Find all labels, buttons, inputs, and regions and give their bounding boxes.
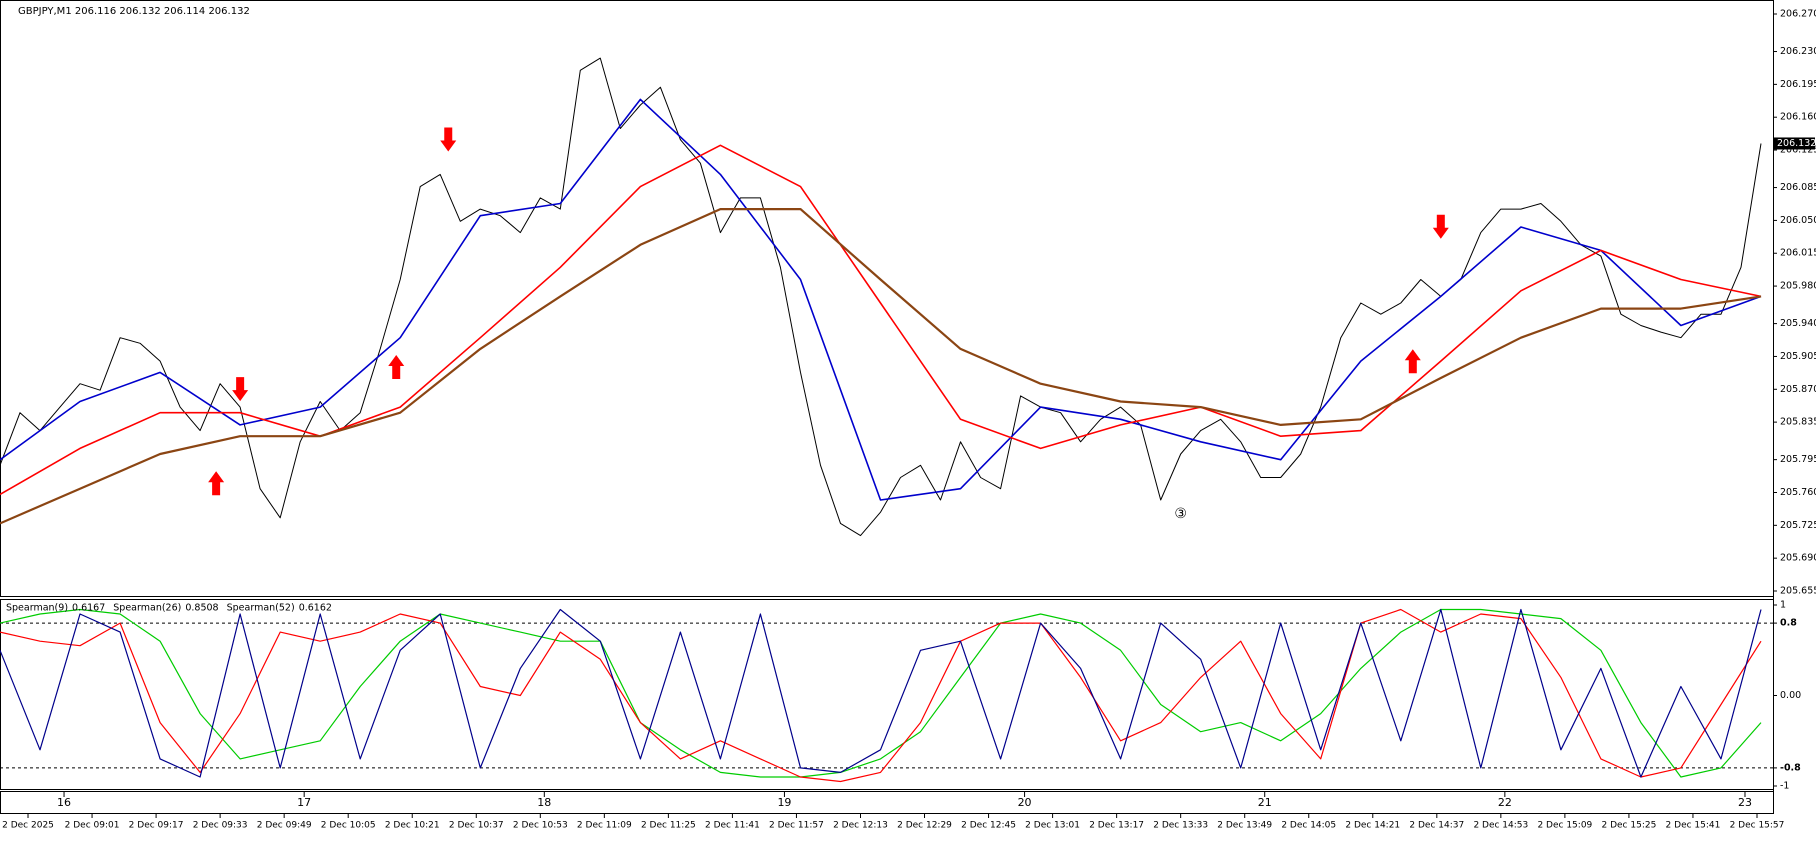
price-tick-label: 205.655 <box>1780 586 1816 597</box>
spearman-line <box>0 608 1762 778</box>
last-price-box <box>1774 137 1815 150</box>
price-tick-label: 206.230 <box>1780 46 1816 57</box>
price-tick-label: 205.725 <box>1780 520 1816 531</box>
day-tick-label: 16 <box>57 796 71 809</box>
time-tick-label: 2 Dec 10:05 <box>321 821 376 831</box>
price-tick-label: 206.125 <box>1780 145 1816 156</box>
time-tick-label: 2 Dec 11:57 <box>769 821 824 831</box>
time-tick-label: 2 Dec 09:17 <box>129 821 184 831</box>
time-tick-label: 2 Dec 15:41 <box>1666 821 1721 831</box>
time-tick-label: 2 Dec 15:57 <box>1730 821 1785 831</box>
oscillator-tick-label: -1 <box>1780 781 1789 792</box>
price-tick-label: 206.015 <box>1780 248 1816 259</box>
price-tick-label: 205.690 <box>1780 553 1816 564</box>
time-tick-label: 2 Dec 09:49 <box>257 821 312 831</box>
time-tick-label: 2 Dec 10:37 <box>449 821 504 831</box>
time-tick-label: 2 Dec 14:53 <box>1473 821 1528 831</box>
time-tick-label: 2 Dec 12:13 <box>833 821 888 831</box>
buy-arrow <box>1404 349 1421 374</box>
price-tick-label: 205.760 <box>1780 487 1816 498</box>
legend-value: 0.8508 <box>185 603 218 614</box>
time-tick-label: 2 Dec 12:45 <box>961 821 1016 831</box>
time-tick-label: 2 Dec 10:21 <box>385 821 440 831</box>
oscillator-tick-label: 0.8 <box>1780 618 1797 629</box>
time-tick-label: 2 Dec 10:53 <box>513 821 568 831</box>
legend-name: Spearman(26) <box>113 603 181 614</box>
moving-average <box>0 98 1762 501</box>
price-tick-label: 206.195 <box>1780 79 1816 90</box>
time-tick-label: 2 Dec 09:01 <box>65 821 120 831</box>
price-tick-label: 205.835 <box>1780 417 1816 428</box>
legend-value: 0.6167 <box>72 603 105 614</box>
legend-value: 0.6162 <box>299 603 332 614</box>
legend-name: Spearman(52) <box>227 603 295 614</box>
day-tick-label: 18 <box>537 796 551 809</box>
oscillator-tick-label: 1 <box>1780 600 1786 611</box>
time-tick-label: 2 Dec 12:29 <box>897 821 952 831</box>
oscillator-tick-label: -0.8 <box>1780 762 1801 773</box>
time-tick-label: 2 Dec 13:49 <box>1217 821 1272 831</box>
day-tick-label: 20 <box>1018 796 1032 809</box>
time-tick-label: 2 Dec 15:09 <box>1537 821 1592 831</box>
time-tick-label: 2 Dec 11:41 <box>705 821 760 831</box>
price-tick-label: 205.870 <box>1780 384 1816 395</box>
sell-arrow <box>232 377 249 402</box>
time-tick-label: 2 Dec 15:25 <box>1602 821 1657 831</box>
price-tick-label: 206.160 <box>1780 112 1816 123</box>
last-price-label: 206.132 <box>1777 138 1816 149</box>
price-tick-label: 205.795 <box>1780 454 1816 465</box>
sell-arrow <box>1432 214 1449 239</box>
spearman-line <box>0 608 1762 783</box>
price-line <box>0 57 1762 537</box>
sell-arrow <box>440 127 457 152</box>
buy-arrow <box>388 354 405 379</box>
time-tick-label: 2 Dec 2025 <box>2 821 54 831</box>
time-tick-label: 2 Dec 14:21 <box>1345 821 1400 831</box>
price-tick-label: 205.980 <box>1780 281 1816 292</box>
time-tick-label: 2 Dec 14:05 <box>1281 821 1336 831</box>
buy-arrow <box>208 471 225 496</box>
day-tick-label: 17 <box>297 796 311 809</box>
indicator-panel <box>0 599 1774 790</box>
day-tick-label: 23 <box>1738 796 1752 809</box>
moving-average <box>0 144 1762 496</box>
time-tick-label: 2 Dec 14:37 <box>1409 821 1464 831</box>
price-tick-label: 205.940 <box>1780 318 1816 329</box>
time-tick-label: 2 Dec 13:33 <box>1153 821 1208 831</box>
day-tick-label: 22 <box>1498 796 1512 809</box>
main-panel <box>0 0 1774 597</box>
time-tick-label: 2 Dec 13:01 <box>1025 821 1080 831</box>
time-tick-label: 2 Dec 11:25 <box>641 821 696 831</box>
day-tick-label: 19 <box>777 796 791 809</box>
price-tick-label: 206.270 <box>1780 9 1816 20</box>
chart-title: GBPJPY,M1 206.116 206.132 206.114 206.13… <box>18 6 250 17</box>
oscillator-tick-label: 0.00 <box>1780 690 1801 701</box>
time-tick-label: 2 Dec 09:33 <box>193 821 248 831</box>
price-tick-label: 206.050 <box>1780 215 1816 226</box>
annotation: ③ <box>1174 506 1187 522</box>
moving-average <box>0 208 1762 525</box>
time-tick-label: 2 Dec 13:17 <box>1089 821 1144 831</box>
legend-name: Spearman(9) <box>6 603 68 614</box>
price-tick-label: 205.905 <box>1780 351 1816 362</box>
price-tick-label: 206.085 <box>1780 182 1816 193</box>
day-tick-label: 21 <box>1258 796 1272 809</box>
time-tick-label: 2 Dec 11:09 <box>577 821 632 831</box>
spearman-line <box>0 608 1762 778</box>
